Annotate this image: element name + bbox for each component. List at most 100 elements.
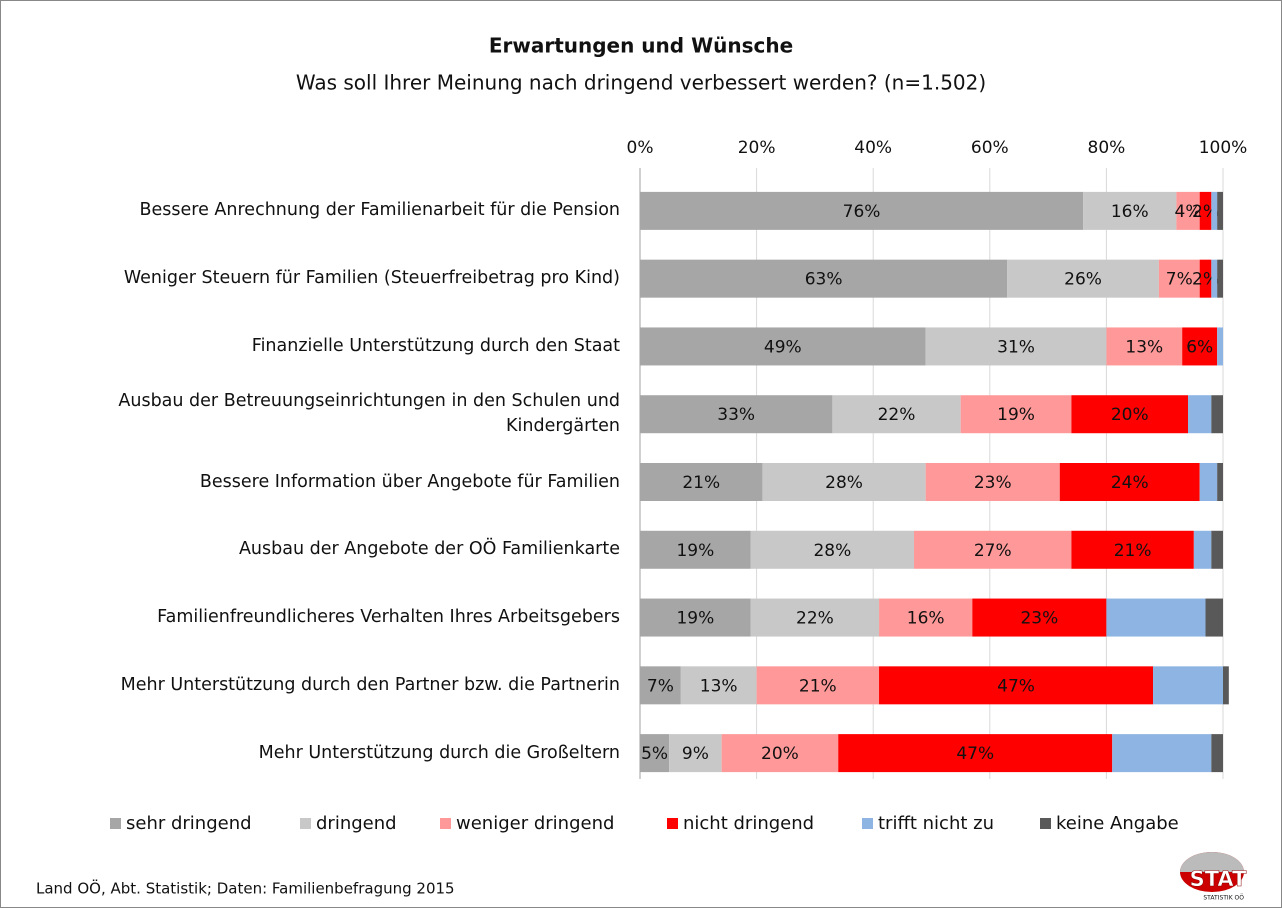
- legend-swatch: [300, 818, 311, 829]
- data-label: 20%: [761, 744, 799, 764]
- bar-segment: [640, 530, 751, 569]
- x-tick-label: 100%: [1199, 138, 1248, 158]
- bar-segment: [1199, 463, 1218, 501]
- legend-label: dringend: [316, 813, 397, 834]
- data-label: 13%: [1125, 337, 1163, 357]
- x-tick-label: 40%: [854, 138, 892, 158]
- bar-segment: [1112, 734, 1212, 773]
- data-label: 22%: [796, 609, 834, 629]
- bar-segment: [640, 327, 926, 366]
- data-label: 13%: [700, 676, 738, 696]
- legend-swatch: [110, 818, 121, 829]
- bar-segment: [1211, 530, 1223, 569]
- legend-label: keine Angabe: [1056, 813, 1179, 834]
- data-label: 24%: [1111, 473, 1149, 493]
- bar-segment: [1106, 327, 1183, 366]
- x-tick-label: 0%: [627, 138, 654, 158]
- data-label: 47%: [956, 744, 994, 764]
- data-label: 23%: [1020, 609, 1058, 629]
- x-tick-label: 80%: [1088, 138, 1126, 158]
- bar-segment: [925, 327, 1107, 366]
- data-label: 76%: [843, 202, 881, 222]
- data-label: 21%: [682, 473, 720, 493]
- bar-segment: [640, 463, 763, 501]
- bar-segment: [1059, 463, 1200, 501]
- bar-segment: [832, 395, 961, 434]
- legend-label: sehr dringend: [126, 813, 252, 834]
- bar-segment: [1071, 530, 1194, 569]
- data-label: 19%: [676, 541, 714, 561]
- data-label: 27%: [974, 541, 1012, 561]
- bar-segment: [680, 666, 757, 705]
- data-label: 19%: [676, 609, 714, 629]
- y-tick-label: Familienfreundlicheres Verhalten Ihres A…: [157, 607, 620, 628]
- y-tick-label: Mehr Unterstützung durch den Partner bzw…: [120, 674, 620, 695]
- bar-segment: [1199, 259, 1212, 298]
- chart-title: Erwartungen und Wünsche: [489, 34, 793, 58]
- legend-swatch: [862, 818, 873, 829]
- bar-segment: [1217, 463, 1223, 501]
- logo-subtext: STATISTIK OÖ: [1203, 895, 1244, 902]
- data-label: 4%: [1175, 202, 1202, 222]
- y-tick-label: Weniger Steuern für Familien (Steuerfrei…: [123, 268, 620, 289]
- data-label: 33%: [717, 405, 755, 425]
- bar-segment: [1083, 191, 1177, 230]
- bar-segment: [1106, 598, 1206, 637]
- data-label: 7%: [1166, 270, 1193, 290]
- y-tick-label: Bessere Information über Angebote für Fa…: [199, 471, 620, 492]
- data-label: 47%: [997, 676, 1035, 696]
- bar-segment: [1199, 191, 1212, 230]
- bar-segment: [879, 598, 973, 637]
- data-label: 28%: [825, 473, 863, 493]
- data-label: 22%: [878, 405, 916, 425]
- y-tick-label: Ausbau der Betreuungseinrichtungen in de…: [118, 391, 620, 437]
- bar-segment: [1211, 395, 1223, 434]
- data-label: 9%: [682, 744, 709, 764]
- legend-label: trifft nicht zu: [878, 813, 994, 834]
- bar-segment: [750, 530, 915, 569]
- legend-swatch: [667, 818, 678, 829]
- logo: STAT STATISTIK OÖ: [1180, 852, 1247, 902]
- bar-segment: [1182, 327, 1218, 366]
- data-label: 16%: [907, 609, 945, 629]
- bar-segment: [640, 259, 1008, 298]
- data-label: 26%: [1064, 270, 1102, 290]
- legend-label: nicht dringend: [683, 813, 814, 834]
- bar-segment: [640, 395, 833, 434]
- data-label: 31%: [997, 337, 1035, 357]
- data-label: 7%: [647, 676, 674, 696]
- bar-segment: [1176, 191, 1200, 230]
- bar-segment: [1217, 327, 1223, 366]
- legend-swatch: [440, 818, 451, 829]
- data-label: 20%: [1111, 405, 1149, 425]
- logo-text: STAT: [1190, 867, 1247, 891]
- bar-segment: [972, 598, 1107, 637]
- bar-segment: [1217, 259, 1223, 298]
- bar-segment: [925, 463, 1060, 501]
- y-tick-label: Mehr Unterstützung durch die Großeltern: [258, 742, 620, 763]
- bar-segment: [838, 734, 1113, 773]
- bar-segment: [1007, 259, 1159, 298]
- bar-segment: [640, 598, 751, 637]
- bar-segment: [640, 191, 1084, 230]
- bar-segment: [960, 395, 1072, 434]
- data-label: 16%: [1111, 202, 1149, 222]
- y-tick-label: Bessere Anrechnung der Familienarbeit fü…: [139, 200, 620, 221]
- data-label: 28%: [813, 541, 851, 561]
- chart-subtitle: Was soll Ihrer Meinung nach dringend ver…: [296, 71, 986, 95]
- data-label: 23%: [974, 473, 1012, 493]
- bar-segment: [750, 598, 880, 637]
- legend-label: weniger dringend: [456, 813, 614, 834]
- data-label: 19%: [997, 405, 1035, 425]
- bar-segment: [879, 666, 1154, 705]
- bar-segment: [721, 734, 839, 773]
- data-label: 21%: [1114, 541, 1152, 561]
- bar-segment: [756, 666, 880, 705]
- bar-segment: [1217, 191, 1223, 230]
- bar-segment: [1071, 395, 1189, 434]
- bar-segment: [1153, 666, 1223, 705]
- legend-swatch: [1040, 818, 1051, 829]
- bar-segment: [914, 530, 1072, 569]
